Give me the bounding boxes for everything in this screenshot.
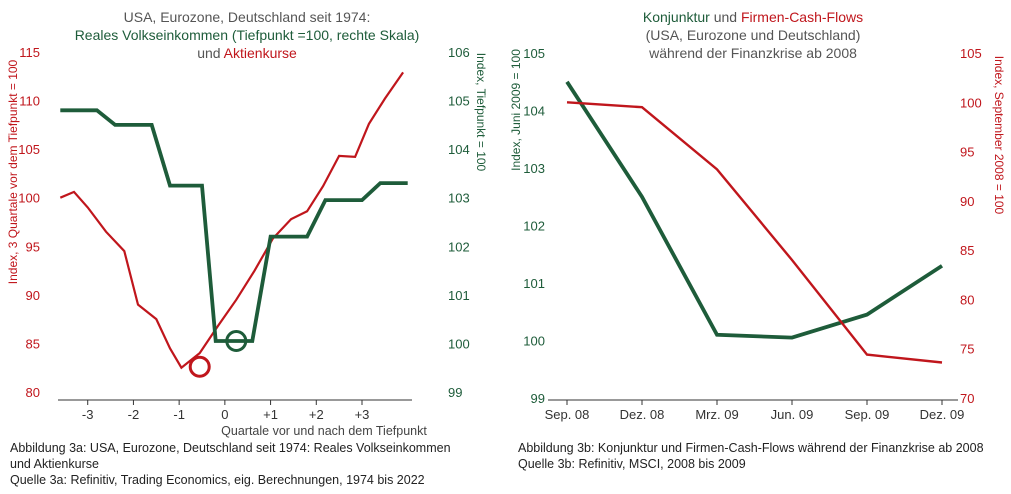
chart2-title-part-1: Konjunktur (643, 9, 710, 25)
chart1-ytick-left-label: 115 (19, 45, 40, 60)
caption-right: Abbildung 3b: Konjunktur und Firmen-Cash… (518, 440, 1008, 472)
chart2-ytick-right-label: 100 (960, 95, 982, 110)
chart1-ytick-left-label: 110 (19, 94, 40, 109)
chart1-ytick-left-label: 85 (26, 336, 40, 351)
charts-svg: USA, Eurozone, Deutschland seit 1974: Rea… (6, 9, 1006, 438)
chart2-ytick-right-label: 95 (960, 145, 974, 160)
chart1-ytick-left-label: 105 (18, 142, 40, 157)
chart2-ytick-right-label: 90 (960, 194, 974, 209)
chart1-ytick-left-label: 90 (26, 288, 40, 303)
chart1-x-tick-label: -3 (82, 407, 94, 422)
caption-left-line1: Abbildung 3a: USA, Eurozone, Deutschland… (10, 441, 451, 455)
chart2-x-tick-label: Sep. 08 (545, 407, 590, 422)
chart1-ytick-right-label: 99 (448, 385, 462, 400)
chart1-y-left-axis-title: Index, 3 Quartale vor dem Tiefpunkt = 10… (6, 59, 20, 284)
chart2-ytick-left-label: 100 (523, 334, 545, 349)
chart1-ytick-right-label: 105 (448, 94, 470, 109)
chart1-highlight-circle-2 (225, 330, 248, 352)
chart1-x-axis-title: Quartale vor und nach dem Tiefpunkt (221, 424, 427, 438)
chart1-x-tick-label: -1 (173, 407, 185, 422)
chart2-title-line-3: während der Finanzkrise ab 2008 (648, 45, 857, 61)
chart2-ytick-left-label: 99 (531, 391, 545, 406)
chart1-title-part-4: Aktienkurse (221, 45, 297, 61)
chart2-ytick-left-label: 103 (523, 161, 545, 176)
chart2-ytick-left-label: 105 (523, 46, 545, 61)
chart2-ytick-right-label: 105 (960, 46, 982, 61)
chart1-x-tick-label: +3 (355, 407, 370, 422)
chart2-x-tick-label: Sep. 09 (845, 407, 890, 422)
chart1-ytick-right-label: 106 (448, 45, 470, 60)
chart2-title-part-2: und (710, 9, 737, 25)
chart1-series-volkseinkommen-line (60, 108, 408, 343)
chart1-title-part-2: Reales Volkseinkommen (Tiefpunkt =100, r… (75, 27, 420, 43)
chart2-x-tick-label: Dez. 09 (920, 407, 965, 422)
chart1-ytick-left-label: 95 (26, 239, 40, 254)
chart1-ytick-right-label: 100 (448, 336, 470, 351)
chart1-title-line-1: USA, Eurozone, Deutschland seit 1974: (124, 9, 371, 25)
chart2-x-tick-label: Mrz. 09 (695, 407, 738, 422)
chart1-title-line-3: und Aktienkurse (197, 45, 297, 61)
chart1-y-right-axis-title: Index, Tiefpunkt = 100 (474, 53, 488, 172)
chart1-ytick-right-label: 102 (448, 239, 470, 254)
chart1-series-aktienkurse-line (59, 71, 405, 370)
chart1-ytick-left-label: 80 (26, 385, 40, 400)
chart2-title-line-2: (USA, Eurozone und Deutschland) (646, 27, 861, 43)
chart1-title-line-2: Reales Volkseinkommen (Tiefpunkt =100, r… (75, 27, 420, 43)
caption-left: Abbildung 3a: USA, Eurozone, Deutschland… (10, 440, 500, 488)
chart2-title-part-3: Firmen-Cash-Flows (737, 9, 863, 25)
chart2-y-right-axis-title: Index, September 2008 = 100 (992, 56, 1006, 215)
chart2-series-konjunktur-line (565, 80, 944, 340)
chart2-y-left-axis-title: Index, Juni 2009 = 100 (509, 49, 523, 171)
chart1-title-part-3: und (197, 45, 220, 61)
chart2-x-tick-label: Dez. 08 (620, 407, 665, 422)
chart2-ytick-left-label: 101 (523, 276, 545, 291)
chart2-ytick-left-label: 102 (523, 219, 545, 234)
chart1-ytick-left-label: 100 (18, 191, 40, 206)
chart1-x-tick-label: +2 (309, 407, 324, 422)
caption-right-line1: Abbildung 3b: Konjunktur und Firmen-Cash… (518, 441, 984, 455)
chart1-highlight-circle-1 (188, 355, 211, 378)
chart2-title-part-4: (USA, Eurozone und Deutschland) (646, 27, 861, 43)
chart2-ytick-right-label: 80 (960, 292, 974, 307)
caption-left-line3: Quelle 3a: Refinitiv, Trading Economics,… (10, 473, 425, 487)
chart2-ytick-right-label: 70 (960, 391, 974, 406)
chart1-ytick-right-label: 101 (448, 288, 470, 303)
chart2-ytick-right-label: 75 (960, 342, 974, 357)
chart2-ytick-right-label: 85 (960, 243, 974, 258)
chart1-ytick-right-label: 103 (448, 191, 470, 206)
chart2-ytick-left-label: 104 (523, 104, 545, 119)
chart1-ytick-right-label: 104 (448, 142, 470, 157)
chart2-series-cash-flows-line (566, 101, 943, 364)
chart2-title-line-1: Konjunktur und Firmen-Cash-Flows (643, 9, 863, 25)
chart2-title-part-5: während der Finanzkrise ab 2008 (648, 45, 857, 61)
chart1-x-tick-label: +1 (263, 407, 278, 422)
chart2-x-tick-label: Jun. 09 (771, 407, 814, 422)
caption-left-line2: und Aktienkurse (10, 457, 99, 471)
chart1-x-tick-label: -2 (128, 407, 140, 422)
chart1-x-tick-label: 0 (221, 407, 228, 422)
chart1-title-part-1: USA, Eurozone, Deutschland seit 1974: (124, 9, 371, 25)
caption-right-line2: Quelle 3b: Refinitiv, MSCI, 2008 bis 200… (518, 457, 746, 471)
